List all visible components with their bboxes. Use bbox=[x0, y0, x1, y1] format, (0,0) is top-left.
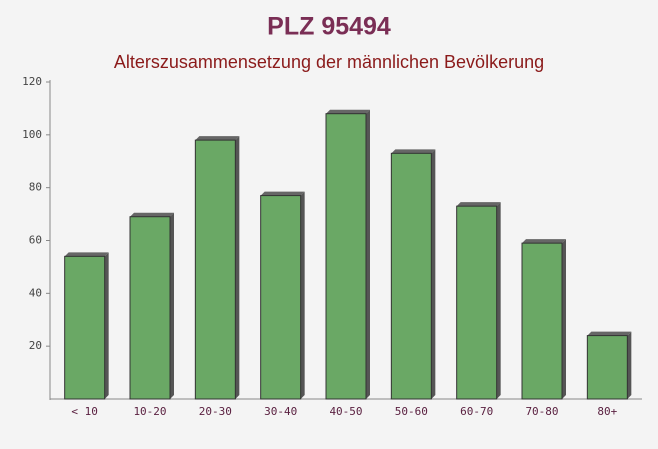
bar-shadow-top bbox=[64, 252, 109, 257]
x-tick-label: 60-70 bbox=[460, 405, 493, 418]
bar-shadow-top bbox=[195, 136, 240, 141]
x-tick-label: 10-20 bbox=[133, 405, 166, 418]
bar-shadow bbox=[496, 202, 501, 399]
y-tick-label: 60 bbox=[29, 234, 42, 247]
chart-subtitle: Alterszusammensetzung der männlichen Bev… bbox=[114, 52, 544, 72]
bar-shadow-top bbox=[522, 239, 566, 244]
bar-shadow bbox=[562, 239, 566, 399]
bar bbox=[456, 205, 498, 400]
x-tick-label: 40-50 bbox=[329, 405, 362, 418]
bar bbox=[260, 195, 302, 400]
y-tick-label: 100 bbox=[22, 128, 42, 141]
chart-title: PLZ 95494 bbox=[267, 13, 391, 41]
bar-shadow-top bbox=[260, 191, 305, 196]
bar bbox=[129, 216, 171, 400]
bar-shadow bbox=[170, 212, 174, 399]
bar-shadow bbox=[300, 191, 305, 399]
x-tick-label: 70-80 bbox=[525, 405, 558, 418]
bar-shadow-top bbox=[326, 109, 370, 114]
bar bbox=[521, 242, 563, 400]
bar-shadow-top bbox=[130, 212, 174, 217]
x-tick-label: 20-30 bbox=[199, 405, 232, 418]
bar bbox=[586, 335, 628, 400]
bar bbox=[325, 113, 367, 400]
y-tick-label: 40 bbox=[29, 286, 42, 299]
bar-shadow bbox=[431, 149, 436, 399]
bar-shadow-top bbox=[391, 149, 436, 154]
x-tick-label: 30-40 bbox=[264, 405, 297, 418]
x-tick-label: 80+ bbox=[597, 405, 617, 418]
y-tick-label: 80 bbox=[29, 181, 42, 194]
bar bbox=[390, 152, 432, 400]
bar bbox=[64, 255, 106, 400]
bar-shadow-top bbox=[456, 202, 501, 207]
y-tick-label: 20 bbox=[29, 339, 42, 352]
bar-shadow bbox=[235, 136, 240, 399]
bar-shadow bbox=[366, 109, 370, 399]
x-tick-label: < 10 bbox=[71, 405, 98, 418]
bar-shadow-top bbox=[587, 331, 632, 336]
bar bbox=[194, 139, 236, 400]
bar-shadow bbox=[627, 331, 632, 399]
x-tick-label: 50-60 bbox=[395, 405, 428, 418]
y-tick-label: 120 bbox=[22, 75, 42, 88]
bar-shadow bbox=[104, 252, 109, 399]
